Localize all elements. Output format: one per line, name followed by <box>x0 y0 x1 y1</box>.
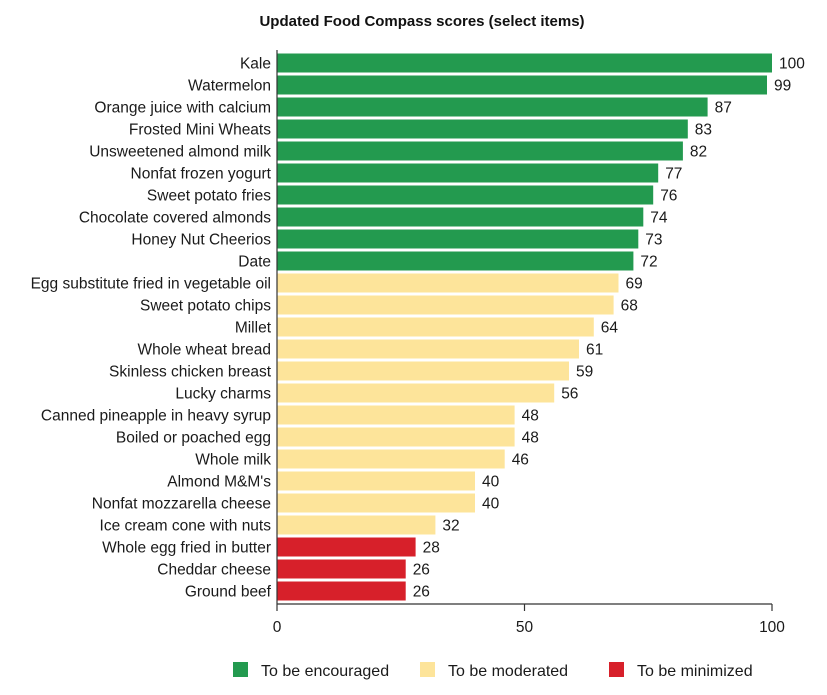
bar-2 <box>277 97 708 117</box>
bar-24 <box>277 581 406 601</box>
legend-swatch <box>420 662 435 677</box>
value-label: 56 <box>561 386 578 403</box>
value-label: 76 <box>660 188 677 205</box>
x-axis-ticks: 0 50 100 <box>273 604 785 636</box>
value-label: 83 <box>695 122 712 139</box>
bar-8 <box>277 229 639 249</box>
category-label: Skinless chicken breast <box>109 364 272 381</box>
value-label: 99 <box>774 78 791 95</box>
bar-4 <box>277 141 683 161</box>
category-label: Almond M&M's <box>167 474 271 491</box>
bar-9 <box>277 251 634 271</box>
bar-11 <box>277 295 614 315</box>
category-label: Unsweetened almond milk <box>89 144 271 161</box>
bar-18 <box>277 449 505 469</box>
value-label: 82 <box>690 144 707 161</box>
category-label: Egg substitute fried in vegetable oil <box>31 276 271 293</box>
legend-label: To be minimized <box>637 663 753 680</box>
category-label: Lucky charms <box>175 386 271 403</box>
category-label: Watermelon <box>188 78 271 95</box>
bar-3 <box>277 119 688 139</box>
bar-23 <box>277 559 406 579</box>
x-tick-label: 50 <box>516 619 534 636</box>
bar-20 <box>277 493 475 513</box>
value-label: 59 <box>576 364 593 381</box>
category-label: Nonfat frozen yogurt <box>131 166 272 183</box>
category-label: Millet <box>235 320 272 337</box>
value-label: 69 <box>626 276 643 293</box>
value-label: 46 <box>512 452 529 469</box>
value-label: 28 <box>423 540 440 557</box>
category-label: Cheddar cheese <box>157 562 271 579</box>
category-label: Date <box>238 254 271 271</box>
legend-label: To be encouraged <box>261 663 389 680</box>
legend-swatch <box>233 662 248 677</box>
bar-12 <box>277 317 594 337</box>
bar-5 <box>277 163 659 183</box>
bars <box>277 53 772 601</box>
category-label: Ground beef <box>185 584 272 601</box>
value-label: 87 <box>715 100 732 117</box>
bar-17 <box>277 427 515 447</box>
value-label: 74 <box>650 210 668 227</box>
value-label: 73 <box>645 232 662 249</box>
bar-0 <box>277 53 772 73</box>
value-label: 26 <box>413 562 430 579</box>
legend-label: To be moderated <box>448 663 568 680</box>
bar-10 <box>277 273 619 293</box>
category-label: Honey Nut Cheerios <box>131 232 271 249</box>
value-label: 40 <box>482 496 500 513</box>
value-label: 26 <box>413 584 430 601</box>
bar-1 <box>277 75 767 95</box>
bar-14 <box>277 361 569 381</box>
bar-7 <box>277 207 644 227</box>
value-label: 72 <box>640 254 657 271</box>
bar-19 <box>277 471 475 491</box>
value-label: 68 <box>621 298 638 315</box>
value-label: 64 <box>601 320 619 337</box>
bar-16 <box>277 405 515 425</box>
value-label: 100 <box>779 56 805 73</box>
bar-21 <box>277 515 436 535</box>
value-label: 40 <box>482 474 500 491</box>
x-tick-label: 100 <box>759 619 785 636</box>
category-label: Frosted Mini Wheats <box>129 122 271 139</box>
legend-swatch <box>609 662 624 677</box>
category-label: Nonfat mozzarella cheese <box>92 496 271 513</box>
bar-13 <box>277 339 579 359</box>
value-label: 48 <box>522 430 539 447</box>
bar-15 <box>277 383 555 403</box>
category-label: Kale <box>240 56 271 73</box>
category-label: Whole egg fried in butter <box>102 540 271 557</box>
category-label: Sweet potato fries <box>147 188 271 205</box>
chart-title: Updated Food Compass scores (select item… <box>259 13 584 30</box>
category-label: Boiled or poached egg <box>116 430 271 447</box>
value-label: 48 <box>522 408 539 425</box>
category-label: Orange juice with calcium <box>94 100 271 117</box>
category-label: Sweet potato chips <box>140 298 271 315</box>
legend: To be encouraged To be moderated To be min… <box>233 662 753 680</box>
bar-6 <box>277 185 654 205</box>
category-labels: Kale Watermelon Orange juice with calcium F… <box>31 56 272 601</box>
value-label: 61 <box>586 342 603 359</box>
value-label: 32 <box>442 518 459 535</box>
category-label: Whole milk <box>195 452 271 469</box>
category-label: Chocolate covered almonds <box>79 210 271 227</box>
category-label: Canned pineapple in heavy syrup <box>41 408 271 425</box>
value-label: 77 <box>665 166 682 183</box>
x-tick-label: 0 <box>273 619 282 636</box>
bar-22 <box>277 537 416 557</box>
category-label: Ice cream cone with nuts <box>100 518 272 535</box>
category-label: Whole wheat bread <box>137 342 271 359</box>
